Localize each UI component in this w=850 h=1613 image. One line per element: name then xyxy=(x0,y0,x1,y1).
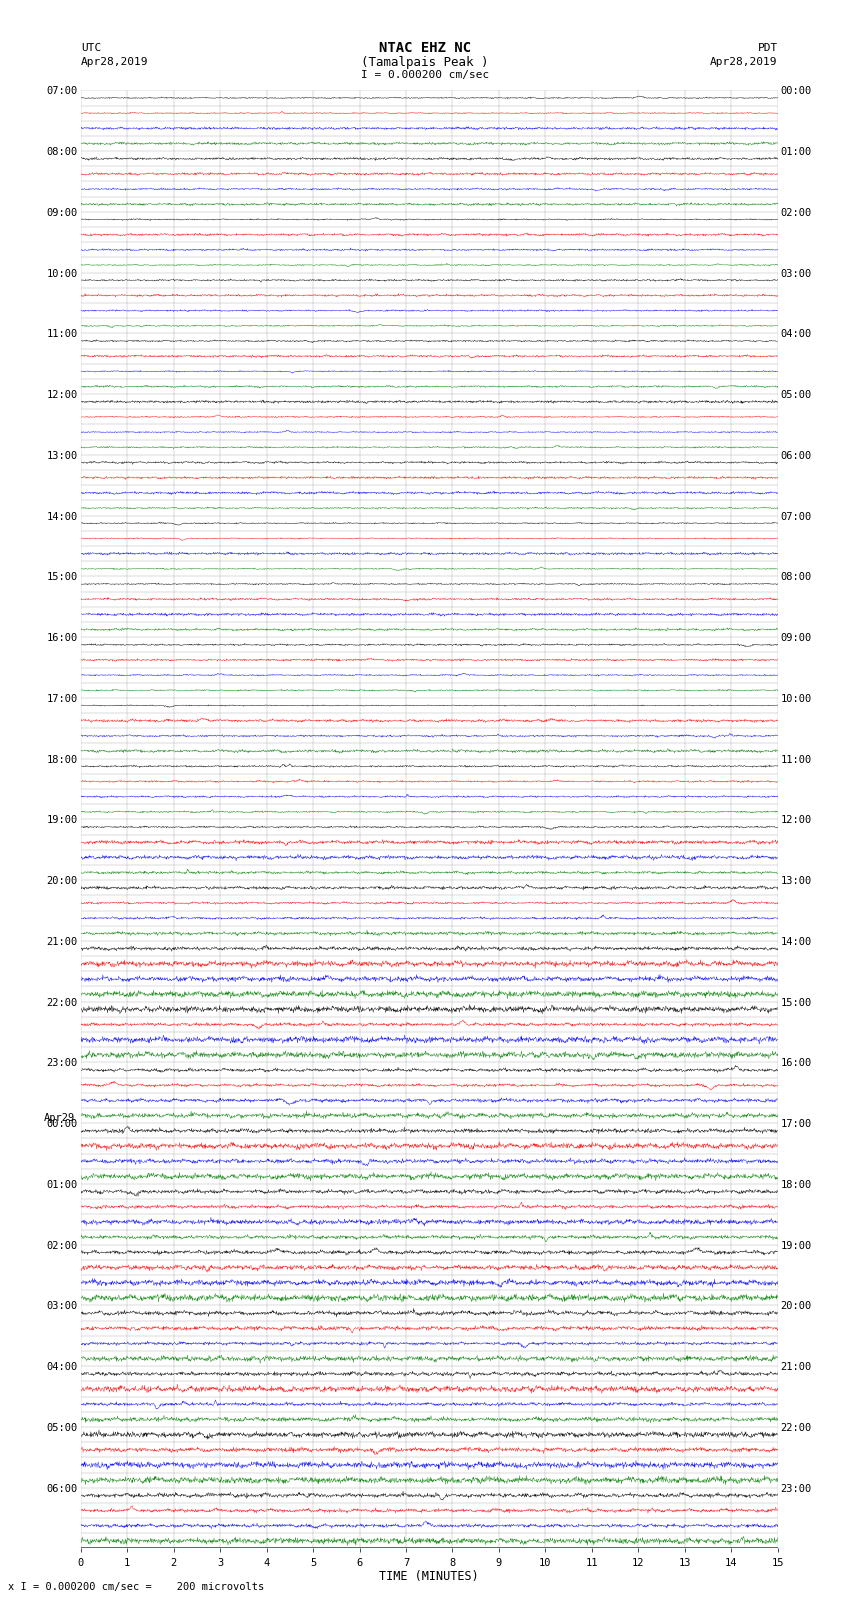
Text: Apr29: Apr29 xyxy=(44,1113,75,1123)
Text: Apr28,2019: Apr28,2019 xyxy=(711,56,778,68)
Text: x I = 0.000200 cm/sec =    200 microvolts: x I = 0.000200 cm/sec = 200 microvolts xyxy=(8,1582,264,1592)
Text: NTAC EHZ NC: NTAC EHZ NC xyxy=(379,42,471,55)
Text: I = 0.000200 cm/sec: I = 0.000200 cm/sec xyxy=(361,69,489,81)
X-axis label: TIME (MINUTES): TIME (MINUTES) xyxy=(379,1571,479,1584)
Text: PDT: PDT xyxy=(757,44,778,53)
Text: UTC: UTC xyxy=(81,44,101,53)
Text: Apr28,2019: Apr28,2019 xyxy=(81,56,148,68)
Text: (Tamalpais Peak ): (Tamalpais Peak ) xyxy=(361,55,489,69)
